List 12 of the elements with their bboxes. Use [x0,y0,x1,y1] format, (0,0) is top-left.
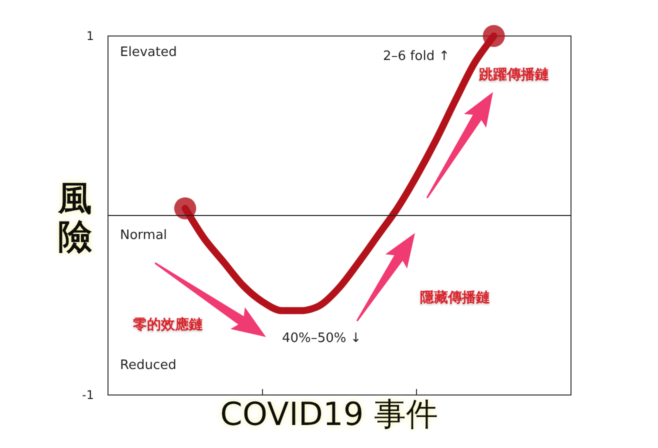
annotation: 隱藏傳播鏈 [420,290,491,306]
annotation: Elevated [120,45,177,60]
annotation: Normal [120,228,168,243]
x-axis-title: COVID19 事件 [220,395,438,433]
annotation: 2–6 fold ↑ [383,49,450,64]
y-tick-label: -1 [82,388,94,402]
annotation: 40%–50% ↓ [282,331,362,346]
annotation: 跳躍傳播鏈 [478,67,550,83]
y-axis-title: 風險 [57,179,92,257]
y-tick-label: 1 [86,29,94,43]
annotation: 零的效應鏈 [132,316,204,333]
annotation: Reduced [120,358,176,373]
